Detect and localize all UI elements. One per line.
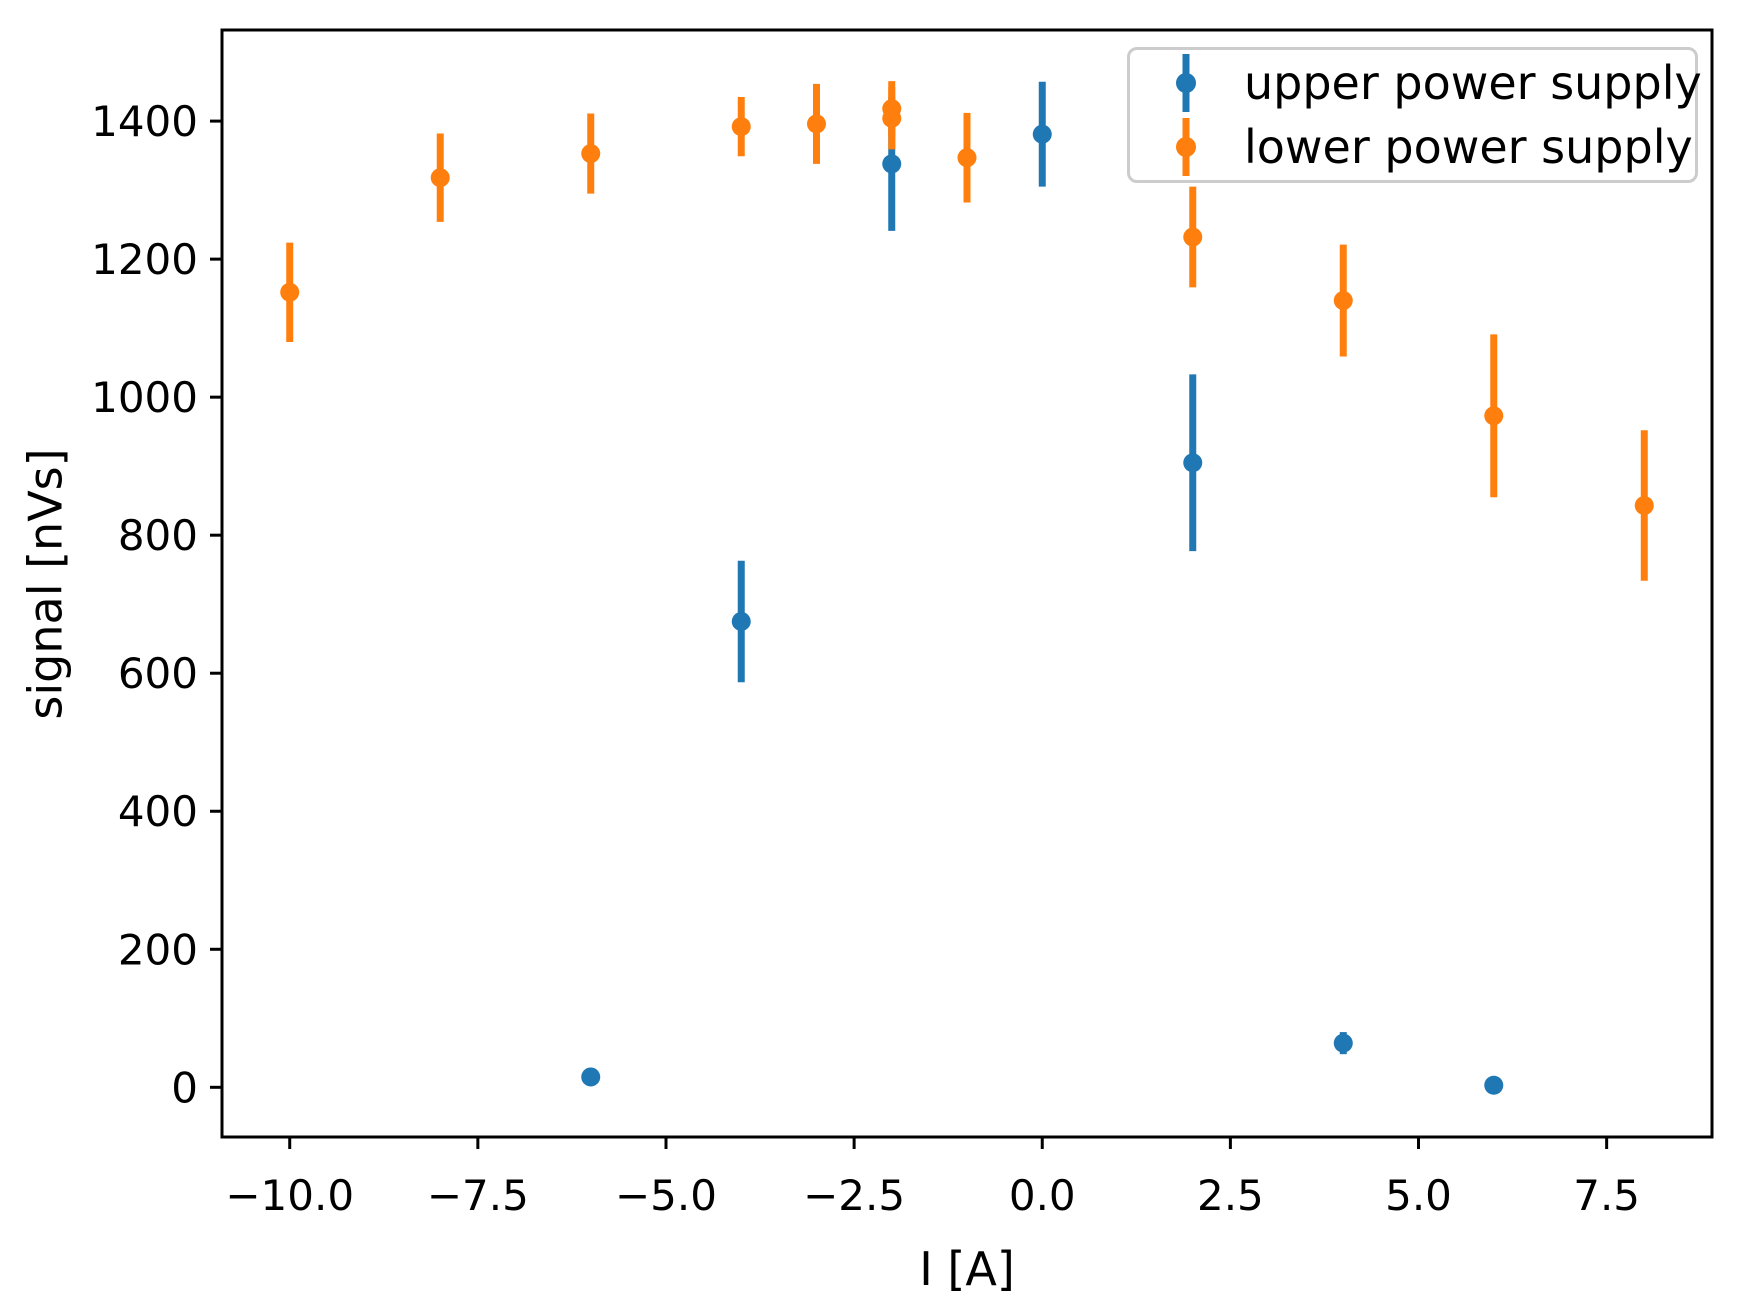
errorbar-marker-icon [1176, 51, 1196, 115]
data-point-lower-power-supply [1183, 227, 1203, 247]
plot-area [222, 30, 1712, 1137]
y-axis-label: signal [nVs] [18, 448, 73, 720]
data-point-lower-power-supply [731, 117, 751, 137]
x-axis-label: I [A] [919, 1242, 1015, 1294]
data-point-lower-power-supply [1484, 406, 1504, 426]
y-tick-label: 1400 [91, 97, 198, 146]
data-point-lower-power-supply [1333, 291, 1353, 311]
y-tick-label: 200 [118, 925, 198, 974]
data-point-upper-power-supply [1183, 453, 1203, 473]
legend-label-lower-power-supply: lower power supply [1244, 120, 1693, 175]
legend-label-upper-power-supply: upper power supply [1244, 55, 1702, 110]
data-point-lower-power-supply [430, 168, 450, 188]
legend-entry-upper-power-supply: upper power supply [1176, 51, 1702, 115]
data-point-upper-power-supply [1484, 1075, 1504, 1095]
x-tick-label: 5.0 [1385, 1171, 1452, 1220]
data-point-lower-power-supply [957, 148, 977, 168]
data-point-lower-power-supply [1634, 496, 1654, 516]
data-point-upper-power-supply [1032, 124, 1052, 144]
y-tick-label: 0 [171, 1063, 198, 1112]
y-tick-label: 400 [118, 787, 198, 836]
data-point-upper-power-supply [1333, 1033, 1353, 1053]
errorbar-marker-icon [1176, 115, 1196, 179]
x-tick-label: −10.0 [225, 1171, 354, 1220]
data-point-lower-power-supply [882, 108, 902, 128]
x-tick-label: −7.5 [427, 1171, 529, 1220]
y-tick-label: 600 [118, 649, 198, 698]
y-tick-label: 1000 [91, 373, 198, 422]
x-tick-label: 0.0 [1009, 1171, 1076, 1220]
y-tick-label: 800 [118, 511, 198, 560]
axes-frame [220, 28, 1714, 1139]
data-point-lower-power-supply [581, 144, 601, 164]
x-tick-label: 7.5 [1573, 1171, 1640, 1220]
legend-entry-lower-power-supply: lower power supply [1176, 115, 1695, 179]
data-point-upper-power-supply [731, 611, 751, 631]
x-tick-label: −5.0 [615, 1171, 717, 1220]
x-tick-label: −2.5 [803, 1171, 905, 1220]
data-point-upper-power-supply [581, 1067, 601, 1087]
y-tick-label: 1200 [91, 235, 198, 284]
legend: upper power supply lower power supply [1127, 47, 1702, 183]
data-point-lower-power-supply [280, 282, 300, 302]
data-point-lower-power-supply [806, 114, 826, 134]
data-point-upper-power-supply [882, 154, 902, 174]
x-tick-label: 2.5 [1197, 1171, 1264, 1220]
